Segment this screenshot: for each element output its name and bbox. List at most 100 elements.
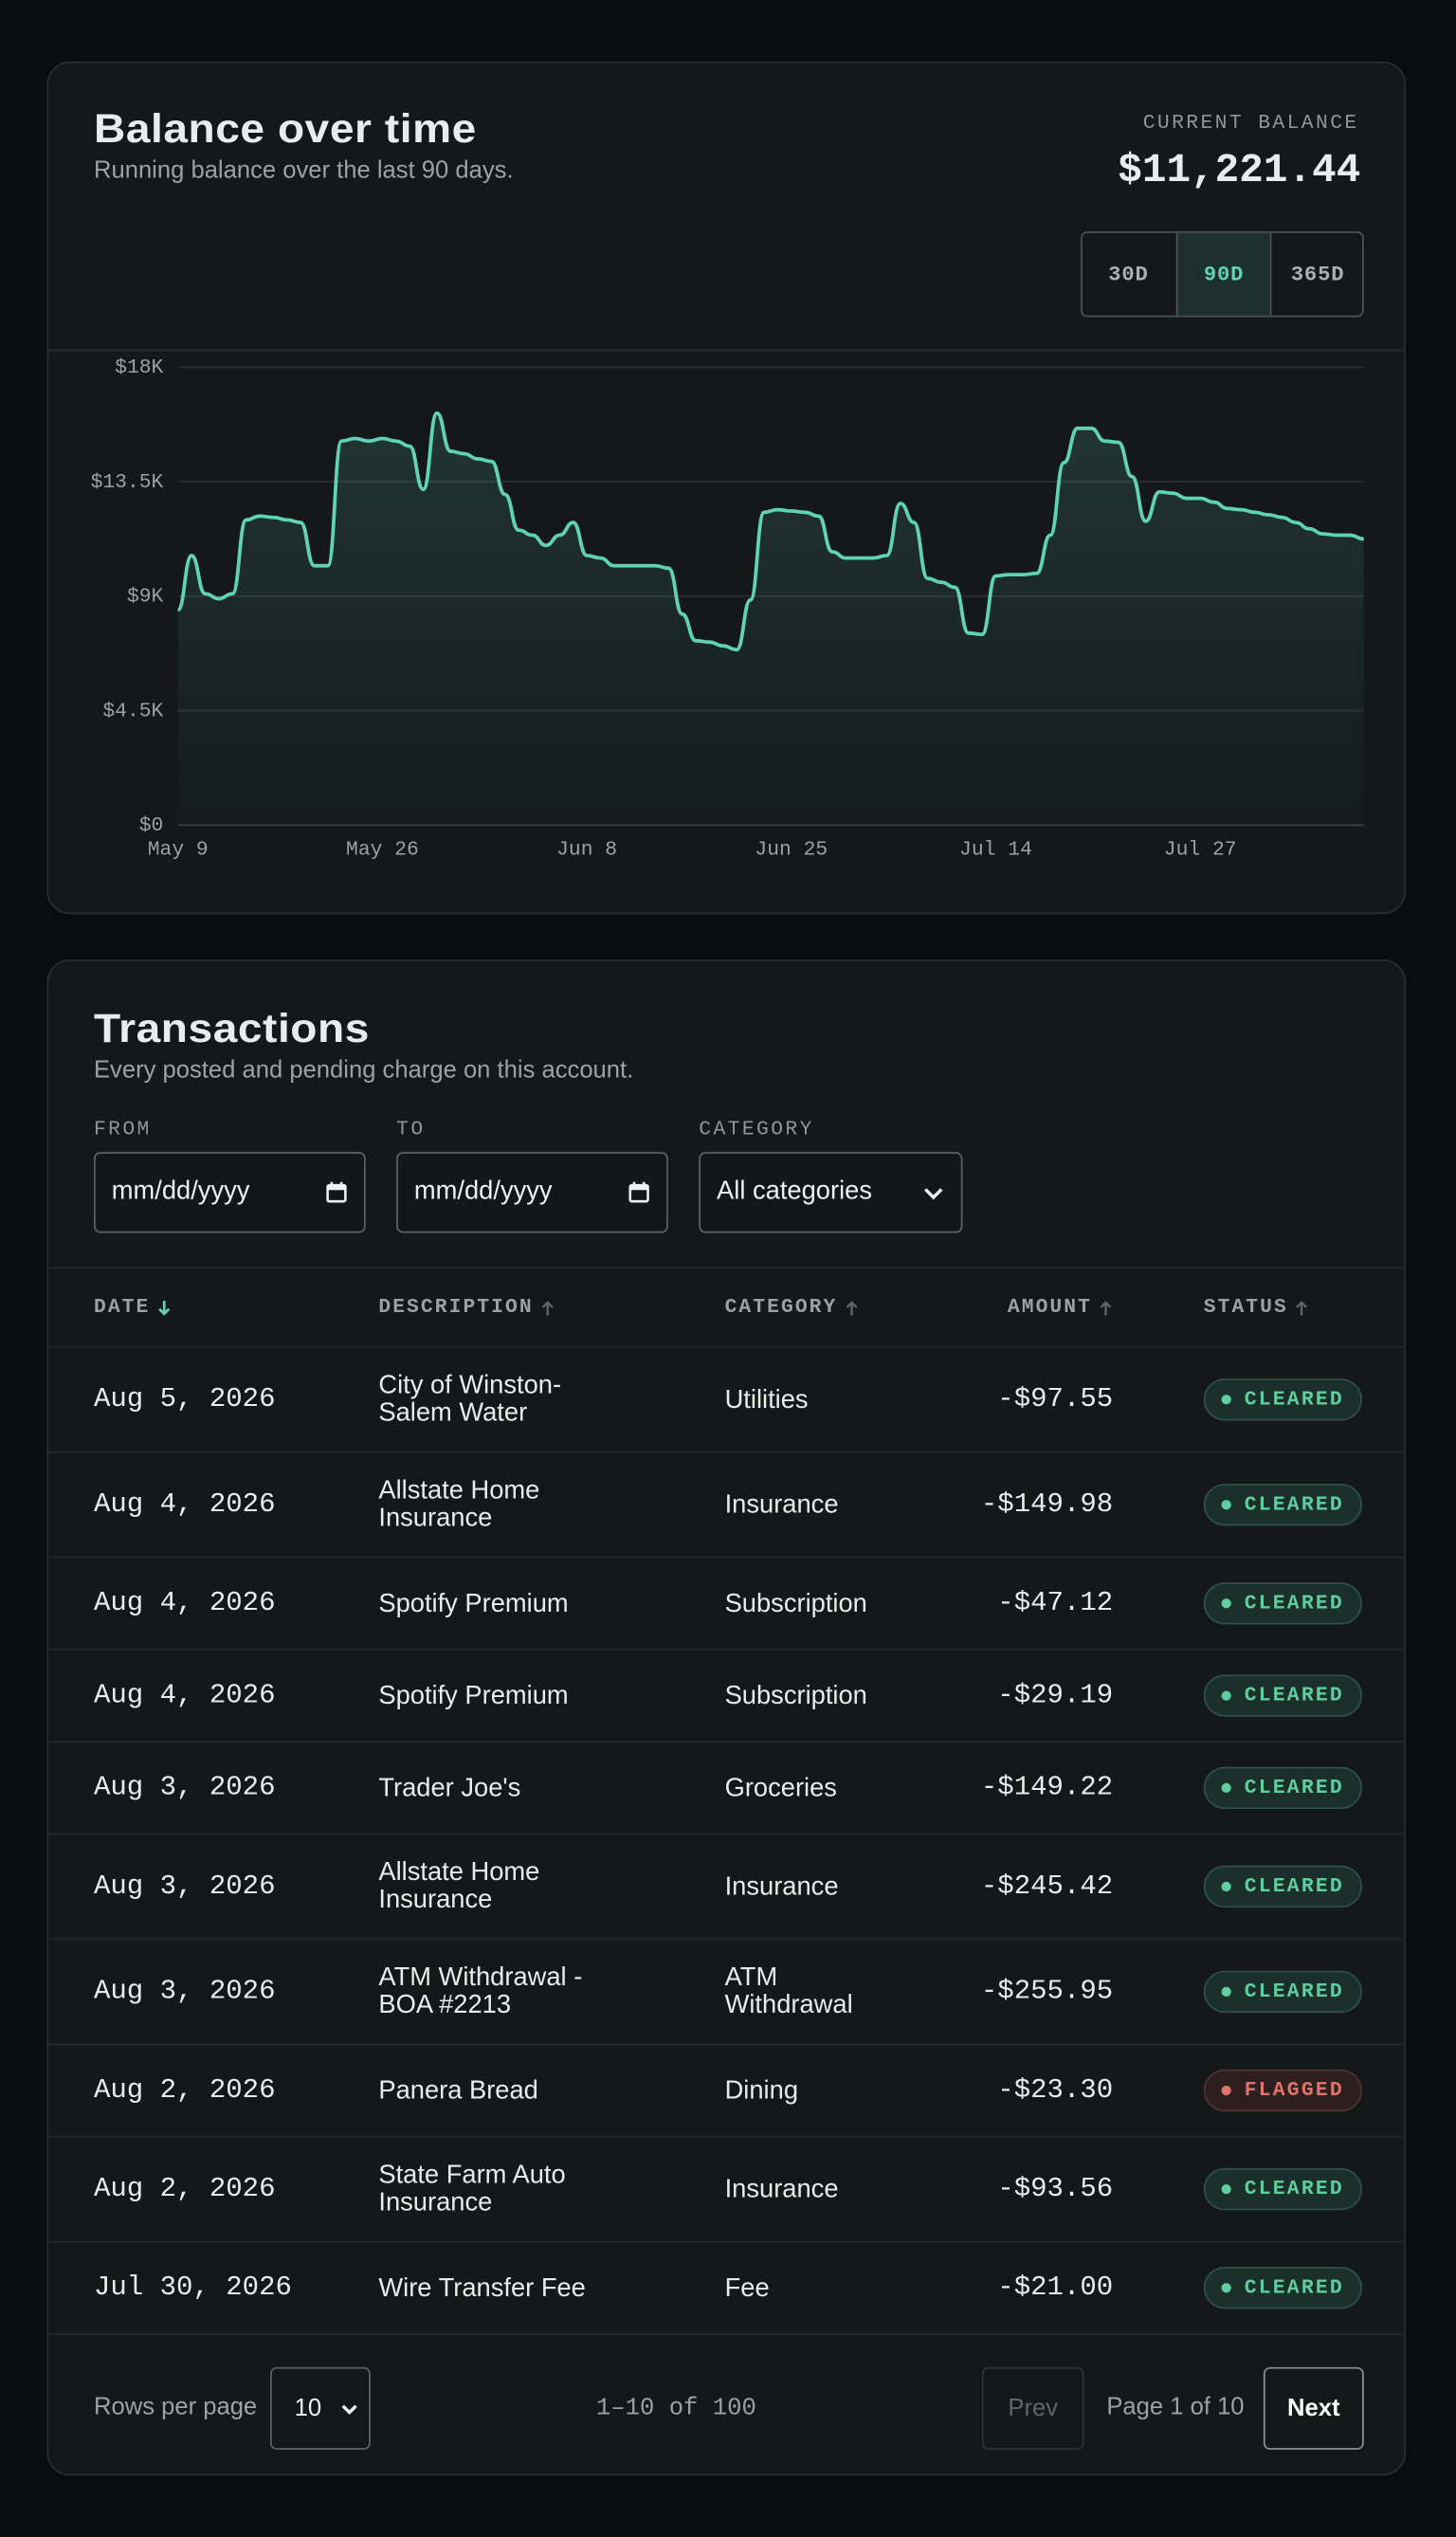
rows-select[interactable]: 10 xyxy=(270,2366,371,2450)
column-header[interactable]: AMOUNT xyxy=(952,1296,1114,1319)
date: Aug 5, 2026 xyxy=(93,1384,276,1415)
chart: $0 $4.5K $9K $13.5K $18K May 9 May 26 Jun 8 Jun … xyxy=(91,356,1364,862)
balance-card: Balance over time Running balance over t… xyxy=(46,61,1407,915)
status-badge: CLEARED xyxy=(1203,1865,1363,1908)
field-value: All categories xyxy=(717,1177,872,1206)
amount: -$149.98 xyxy=(980,1488,1114,1521)
date: Aug 3, 2026 xyxy=(93,1772,276,1804)
column-header[interactable]: STATUS xyxy=(1204,1296,1362,1319)
description: Trader Joe's xyxy=(378,1774,521,1802)
column-label: DATE xyxy=(93,1296,151,1319)
description: Allstate Home Insurance xyxy=(378,1858,540,1914)
transaction-row: Aug 3, 2026 Allstate Home Insurance Insura… xyxy=(48,1833,1405,1939)
status-dot xyxy=(1221,2085,1232,2096)
transaction-row: Jul 30, 2026 Wire Transfer Fee Fee -$21.00 C… xyxy=(48,2240,1405,2333)
field-value: mm/dd/yyyy xyxy=(111,1177,250,1206)
sort-arrow xyxy=(1100,1300,1112,1315)
range-button[interactable]: 30D xyxy=(1108,262,1149,287)
description: Panera Bread xyxy=(378,2076,538,2105)
date: Aug 2, 2026 xyxy=(93,2173,276,2205)
table: DATE DESCRIPTION CATEGORY AMOUNT STATUS Aug 5… xyxy=(48,1267,1405,2333)
amount: -$255.95 xyxy=(980,1976,1114,2008)
status-dot xyxy=(1221,1782,1232,1793)
date: Aug 3, 2026 xyxy=(93,1871,276,1903)
date: Aug 2, 2026 xyxy=(93,2074,276,2107)
status-text: CLEARED xyxy=(1244,1592,1344,1615)
column-label: STATUS xyxy=(1203,1296,1288,1319)
status-dot xyxy=(1221,1395,1232,1405)
rows-value: 10 xyxy=(294,2394,322,2422)
status-badge: CLEARED xyxy=(1203,1970,1363,2014)
next-button[interactable]: Next xyxy=(1263,2366,1364,2450)
amount: -$29.19 xyxy=(997,1680,1114,1711)
transactions-card: Transactions Every posted and pending ch… xyxy=(46,959,1407,2476)
balance-label: CURRENT BALANCE xyxy=(1142,111,1359,135)
description: Spotify Premium xyxy=(378,1589,569,1617)
page-text: Page 1 of 10 xyxy=(1106,2393,1245,2421)
range-button[interactable]: 365D xyxy=(1269,232,1362,316)
amount: -$23.30 xyxy=(997,2074,1114,2107)
amount: -$93.56 xyxy=(997,2173,1114,2205)
status-text: CLEARED xyxy=(1244,1776,1344,1799)
x-tick-label: Jul 14 xyxy=(959,839,1032,862)
filter-label: CATEGORY xyxy=(699,1118,814,1141)
column-header[interactable]: DATE xyxy=(94,1296,378,1319)
category: Dining xyxy=(724,2076,799,2105)
transaction-row: Aug 4, 2026 Allstate Home Insurance Insura… xyxy=(48,1451,1405,1557)
divider xyxy=(48,349,1405,352)
status-dot xyxy=(1221,1500,1232,1510)
status-text: CLEARED xyxy=(1244,2178,1344,2201)
transaction-row: Aug 5, 2026 City of Winston-Salem Water Ut… xyxy=(48,1345,1405,1451)
x-tick-label: Jun 8 xyxy=(556,839,617,862)
y-tick-label: $0 xyxy=(139,814,164,837)
amount: -$149.22 xyxy=(980,1772,1114,1804)
description: ATM Withdrawal - BOA #2213 xyxy=(378,1963,583,2019)
description: State Farm Auto Insurance xyxy=(378,2162,566,2218)
chevron xyxy=(924,1188,943,1200)
y-tick-label: $9K xyxy=(127,586,164,609)
status-badge: CLEARED xyxy=(1203,2267,1363,2309)
date: Aug 4, 2026 xyxy=(93,1588,276,1619)
column-header[interactable]: CATEGORY xyxy=(725,1296,952,1319)
status-badge: CLEARED xyxy=(1203,1378,1363,1421)
category: Insurance xyxy=(724,2175,839,2203)
y-tick-label: $4.5K xyxy=(102,700,163,722)
status-text: CLEARED xyxy=(1244,1684,1344,1707)
transaction-row: Aug 3, 2026 Trader Joe's Groceries -$149.22… xyxy=(48,1741,1405,1833)
status-text: CLEARED xyxy=(1244,2276,1344,2300)
y-tick-label: $18K xyxy=(115,356,163,379)
date-input[interactable]: mm/dd/yyyy xyxy=(396,1152,668,1233)
transactions-title: Transactions xyxy=(93,1006,370,1052)
rows-label: Rows per page xyxy=(93,2393,258,2421)
area xyxy=(177,412,1364,826)
category: Utilities xyxy=(724,1385,809,1414)
status-text: CLEARED xyxy=(1244,1493,1344,1517)
column-header[interactable]: DESCRIPTION xyxy=(378,1296,724,1319)
status-badge: CLEARED xyxy=(1203,1582,1363,1625)
balance-value: $11,221.44 xyxy=(1118,147,1361,194)
x-tick-label: Jul 27 xyxy=(1164,839,1237,862)
column-label: AMOUNT xyxy=(1007,1296,1093,1319)
prev-button: Prev xyxy=(981,2366,1084,2450)
range-button[interactable]: 90D xyxy=(1175,232,1270,316)
transactions-header: Transactions Every posted and pending ch… xyxy=(48,961,1404,1268)
x-tick-label: Jun 25 xyxy=(755,839,828,862)
field-value: mm/dd/yyyy xyxy=(413,1177,553,1206)
range-toggle: 30D 90D 365D xyxy=(1081,231,1364,318)
transaction-row: Aug 2, 2026 State Farm Auto Insurance Insu… xyxy=(48,2135,1405,2241)
x-tick-label: May 9 xyxy=(148,839,209,862)
column-label: CATEGORY xyxy=(724,1296,838,1319)
pagination: Rows per page 10 1–10 of 100 Prev Page 1… xyxy=(48,2333,1405,2473)
date-input[interactable]: mm/dd/yyyy xyxy=(93,1152,366,1233)
transaction-row: Aug 3, 2026 ATM Withdrawal - BOA #2213 ATM… xyxy=(48,1938,1405,2044)
status-dot xyxy=(1221,1598,1232,1609)
status-dot xyxy=(1221,1690,1232,1701)
amount: -$245.42 xyxy=(980,1871,1114,1903)
amount: -$21.00 xyxy=(997,2272,1114,2304)
category-select[interactable]: All categories xyxy=(699,1152,963,1233)
column-label: DESCRIPTION xyxy=(378,1296,534,1319)
status-text: CLEARED xyxy=(1244,1980,1344,2003)
status-badge: CLEARED xyxy=(1203,1674,1363,1717)
transaction-row: Aug 4, 2026 Spotify Premium Subscription -$… xyxy=(48,1556,1405,1649)
